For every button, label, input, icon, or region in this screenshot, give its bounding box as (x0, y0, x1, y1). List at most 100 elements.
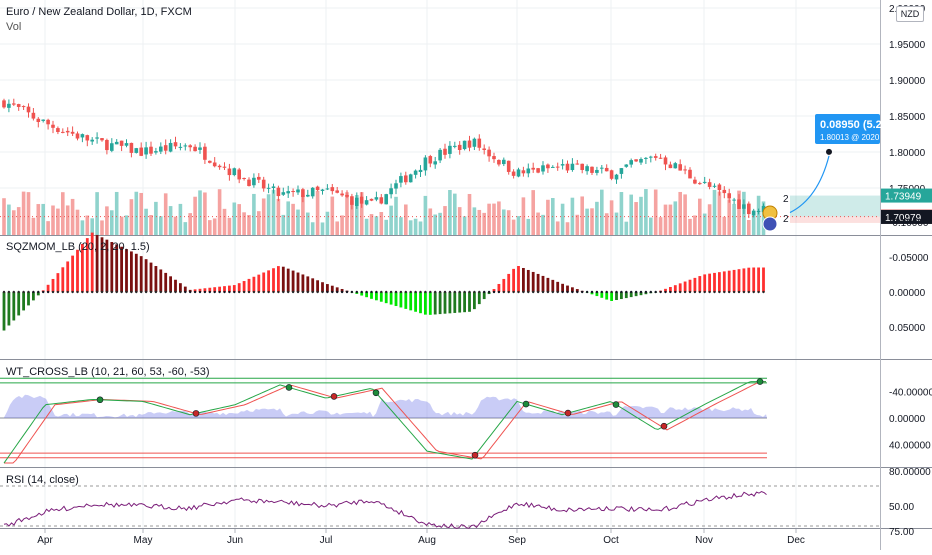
volume-bar (536, 212, 540, 235)
volume-bar (453, 193, 457, 235)
candle-body (634, 159, 638, 162)
x-axis-label: Apr (37, 535, 53, 546)
volume-bar (203, 192, 207, 235)
volume-bar (36, 204, 41, 235)
candle-body (12, 103, 16, 105)
sqz-tick-label: -0.10000 (889, 218, 929, 229)
sqz-dot (203, 290, 207, 294)
candle-body (698, 183, 702, 185)
volume-bar (310, 222, 315, 235)
sqz-dot (463, 290, 466, 294)
candle-body (551, 166, 555, 168)
candle-body (261, 179, 266, 189)
candle-body (575, 163, 580, 165)
volume-bar (467, 193, 472, 235)
sqz-bar (286, 268, 290, 292)
sqz-bar (213, 287, 217, 292)
sqz-dot (674, 290, 677, 294)
candle-body (222, 166, 227, 168)
volume-bar (438, 212, 442, 235)
sqz-dot (154, 290, 158, 294)
volume-bar (100, 220, 104, 235)
sqz-bar (46, 284, 50, 292)
candle-body (2, 100, 6, 108)
main-title: Euro / New Zealand Dollar, 1D, FXCM (6, 6, 192, 18)
volume-bar (90, 218, 94, 235)
volume-bar (31, 217, 36, 235)
volume-bar (546, 199, 550, 235)
sqz-dot (492, 290, 496, 294)
sqz-dot (105, 290, 109, 294)
price-tick-label: 1.90000 (889, 76, 926, 87)
sqz-bar (615, 292, 618, 301)
volume-bar (144, 208, 148, 235)
sqz-dot (272, 290, 275, 294)
volume-bar (242, 212, 246, 235)
sqz-dot (419, 290, 422, 294)
volume-bar (531, 190, 535, 235)
sqz-dot (507, 290, 510, 294)
volume-bar (12, 210, 16, 235)
candle-body (310, 187, 315, 197)
sqz-bar (267, 270, 270, 292)
volume-bar (173, 216, 178, 235)
sqz-dot (630, 290, 633, 294)
volume-bar (526, 218, 531, 235)
candle-body (413, 170, 418, 175)
candle-body (683, 169, 687, 171)
candle-body (438, 149, 442, 161)
wt-tick-label: -40.00000 (889, 388, 932, 399)
sqz-bar (536, 273, 540, 292)
sqz-dot (478, 290, 481, 294)
sqz-dot (688, 290, 692, 294)
sqz-bar (468, 292, 471, 312)
wt-tick-label: 40.00000 (889, 441, 931, 452)
volume-bar (462, 216, 467, 235)
volume-bar (472, 207, 477, 235)
candle-body (139, 147, 143, 156)
volume-bar (492, 203, 496, 235)
sqz-bar (218, 286, 221, 292)
sqz-bar (409, 292, 413, 311)
volume-bar (46, 221, 50, 235)
sqz-bar (223, 286, 226, 292)
wt-tick-label: 0.00000 (889, 414, 926, 425)
sqz-dot (287, 290, 290, 294)
sqz-bar (546, 277, 550, 292)
sqz-dot (135, 290, 138, 294)
volume-bar (727, 199, 731, 235)
volume-bar (139, 192, 143, 235)
measure-box-change: 0.08950 (5.2 (820, 119, 882, 131)
sqz-bar (669, 287, 672, 292)
volume-bar (183, 222, 188, 235)
candle-body (502, 159, 506, 165)
projection-end-point (826, 148, 832, 155)
sqz-dot (683, 290, 687, 294)
candle-body (477, 138, 482, 148)
sqz-dot (193, 290, 197, 294)
rsi-label: RSI (14, close) (6, 474, 79, 486)
volume-bar (502, 209, 506, 235)
sqz-bar (742, 268, 746, 292)
volume-bar (418, 221, 423, 235)
sqz-dot (120, 290, 123, 294)
sqz-bar (664, 288, 667, 292)
price-tag-label: 1.73949 (885, 192, 922, 203)
currency-badge[interactable]: NZD (896, 6, 924, 22)
volume-bar (595, 201, 599, 235)
sqz-dot (149, 290, 153, 294)
sqz-bar (115, 244, 119, 292)
sqz-dot (424, 290, 427, 294)
volume-bar (252, 193, 256, 235)
volume-bar (604, 213, 609, 235)
sqz-bar (277, 266, 280, 292)
sqz-dot (51, 290, 55, 294)
candle-body (742, 204, 746, 209)
volume-bar (217, 189, 222, 235)
volume-bar (247, 215, 251, 235)
candle-body (364, 200, 369, 205)
event-count-b: 2 (783, 214, 789, 225)
sqz-bar (708, 273, 711, 292)
volume-bar (511, 219, 516, 235)
rsi-tick-label: 50.00 (889, 502, 914, 513)
